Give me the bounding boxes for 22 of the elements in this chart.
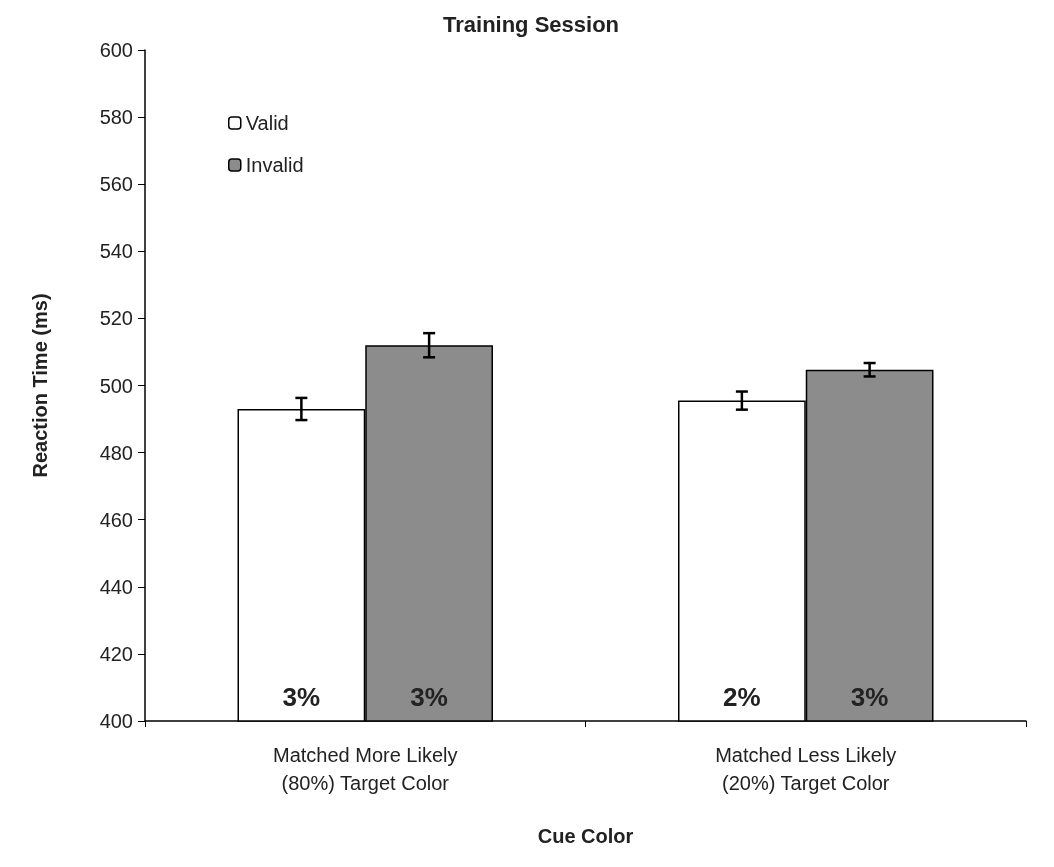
x-tick-label: Matched More Likely (80%) Target Color — [272, 744, 458, 794]
annotation: 3% — [410, 681, 448, 712]
y-tick-label: 580 — [99, 106, 133, 129]
y-axis-title: Reaction Time (ms) — [29, 293, 51, 478]
y-tick-label: 420 — [99, 642, 133, 665]
annotation: 3% — [282, 681, 321, 712]
y-tick-label: 460 — [99, 508, 133, 531]
chart-title: Training Session — [443, 11, 620, 37]
x-tick-label: Matched Less Likely (20%) Target Color — [715, 744, 897, 794]
y-tick-label: 440 — [99, 575, 133, 598]
y-tick-label: 560 — [99, 173, 133, 196]
x-axis-title: Cue Color — [537, 825, 634, 847]
legend-label: Invalid — [245, 154, 304, 176]
y-tick-label: 540 — [99, 240, 133, 263]
legend-label: Valid — [245, 112, 289, 134]
y-tick-label: 520 — [99, 307, 133, 330]
y-tick-label: 400 — [99, 710, 133, 732]
y-tick-label: 600 — [99, 39, 133, 61]
y-tick-label: 500 — [99, 374, 133, 397]
annotation: 3% — [850, 681, 889, 712]
y-tick-label: 480 — [99, 441, 133, 464]
annotation: 2% — [723, 681, 761, 712]
